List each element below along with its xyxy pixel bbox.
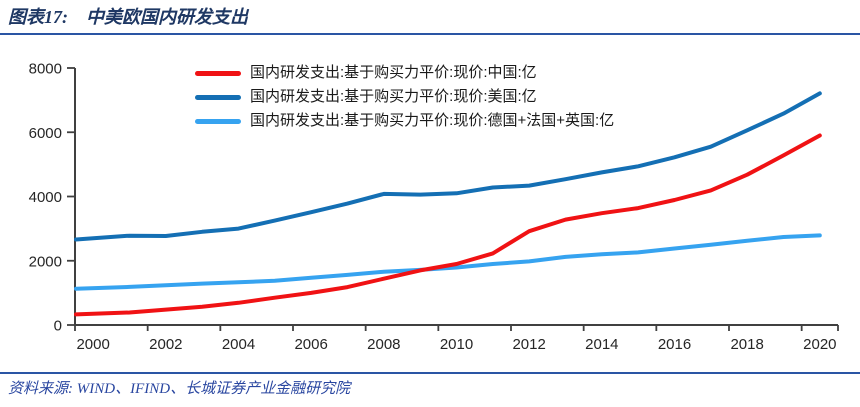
legend-swatch-europe (195, 118, 241, 124)
x-tick-label: 2002 (149, 336, 182, 353)
legend-item-usa: 国内研发支出:基于购买力平价:现价:美国:亿 (195, 85, 614, 109)
legend-item-europe: 国内研发支出:基于购买力平价:现价:德国+法国+英国:亿 (195, 109, 614, 133)
series-line-1 (74, 91, 822, 242)
x-tick-label: 2014 (585, 336, 618, 353)
x-tick-label: 2000 (76, 336, 109, 353)
legend-swatch-usa (195, 94, 241, 100)
title-rule (0, 33, 860, 35)
figure-title: 图表17: 中美欧国内研发支出 (8, 5, 852, 29)
chart-legend: 国内研发支出:基于购买力平价:现价:中国:亿 国内研发支出:基于购买力平价:现价… (195, 61, 614, 133)
series-line-0 (74, 133, 822, 317)
legend-item-china: 国内研发支出:基于购买力平价:现价:中国:亿 (195, 61, 614, 85)
legend-label-china: 国内研发支出:基于购买力平价:现价:中国:亿 (250, 64, 537, 81)
y-tick-label: 6000 (29, 125, 62, 142)
legend-label-europe: 国内研发支出:基于购买力平价:现价:德国+法国+英国:亿 (250, 112, 615, 129)
figure-title-text: 中美欧国内研发支出 (86, 7, 248, 27)
x-tick-label: 2008 (367, 336, 400, 353)
legend-label-usa: 国内研发支出:基于购买力平价:现价:美国:亿 (250, 88, 537, 105)
y-tick-label: 0 (54, 318, 62, 335)
x-tick-label: 2004 (222, 336, 255, 353)
legend-swatch-china (195, 70, 241, 76)
footer-rule (0, 372, 860, 374)
figure-label: 图表17: (8, 7, 68, 27)
x-tick-label: 2010 (440, 336, 473, 353)
x-tick-label: 2016 (658, 336, 691, 353)
y-tick-label: 2000 (29, 253, 62, 270)
y-tick-label: 8000 (29, 61, 62, 78)
series-line-2 (74, 233, 822, 291)
source-note: 资料来源: WIND、IFIND、长城证券产业金融研究院 (8, 381, 351, 397)
x-tick-label: 2006 (294, 336, 327, 353)
x-tick-label: 2018 (730, 336, 763, 353)
y-tick-label: 4000 (29, 189, 62, 206)
x-tick-label: 2012 (512, 336, 545, 353)
x-tick-label: 2020 (803, 336, 836, 353)
